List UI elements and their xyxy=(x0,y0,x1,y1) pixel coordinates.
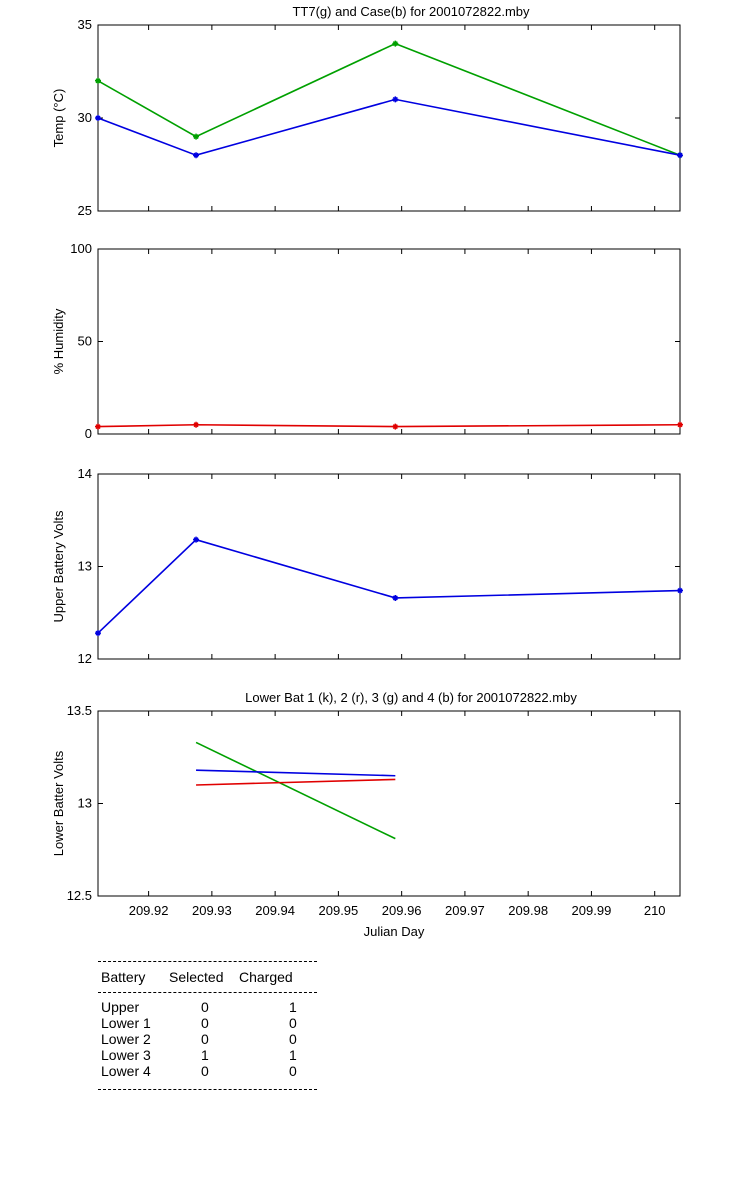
header-charged: Charged xyxy=(239,969,293,985)
series-line xyxy=(195,741,396,840)
y-axis-label: Upper Battery Volts xyxy=(51,510,66,622)
battery-name: Lower 4 xyxy=(101,1063,151,1079)
data-point-marker xyxy=(677,587,683,594)
battery-status-table: Battery Selected Charged Upper 0 1 Lower… xyxy=(98,961,317,1090)
y-tick-label: 14 xyxy=(78,466,92,481)
series-line xyxy=(97,98,681,157)
table-header-divider xyxy=(98,992,317,993)
data-point-marker xyxy=(392,423,399,430)
table-row: Lower 1 0 0 xyxy=(98,1015,317,1031)
y-tick-label: 50 xyxy=(78,334,92,349)
selected-value: 0 xyxy=(201,999,209,1015)
battery-name: Lower 3 xyxy=(101,1047,151,1063)
selected-value: 0 xyxy=(201,1015,209,1031)
data-point-marker xyxy=(193,133,200,140)
x-tick-label: 210 xyxy=(644,903,666,918)
y-tick-label: 13 xyxy=(78,796,92,811)
series-line xyxy=(196,769,396,777)
selected-value: 1 xyxy=(201,1047,209,1063)
y-tick-label: 12.5 xyxy=(67,888,92,903)
table-row: Upper 0 1 xyxy=(98,999,317,1015)
charged-value: 0 xyxy=(289,1063,297,1079)
data-point-marker xyxy=(193,152,200,159)
chart-title: Lower Bat 1 (k), 2 (r), 3 (g) and 4 (b) … xyxy=(245,690,577,705)
selected-value: 0 xyxy=(201,1031,209,1047)
y-tick-label: 100 xyxy=(70,241,92,256)
charged-value: 0 xyxy=(289,1031,297,1047)
charts-figure: 25 30 35 TT7(g) and Case(b) for 2001072822.… xyxy=(51,4,683,939)
data-point-marker xyxy=(95,77,101,84)
series-line xyxy=(97,423,681,428)
data-point-marker xyxy=(95,115,101,121)
series-line xyxy=(97,42,681,156)
table-bottom-divider xyxy=(98,1089,317,1090)
battery-name: Upper xyxy=(101,999,140,1015)
y-tick-label: 25 xyxy=(78,203,92,218)
selected-value: 0 xyxy=(201,1063,209,1079)
table-row: Lower 3 1 1 xyxy=(98,1047,317,1063)
data-point-marker xyxy=(392,40,399,47)
x-tick-label: 209.98 xyxy=(508,903,548,918)
charged-value: 1 xyxy=(289,1047,297,1063)
table-row: Lower 2 0 0 xyxy=(98,1031,317,1047)
table-row: Lower 4 0 0 xyxy=(98,1063,317,1079)
chart-title: TT7(g) and Case(b) for 2001072822.mby xyxy=(292,4,530,19)
charged-value: 0 xyxy=(289,1015,297,1031)
header-selected: Selected xyxy=(169,969,224,985)
data-point-marker xyxy=(193,536,200,543)
battery-name: Lower 2 xyxy=(101,1031,151,1047)
data-point-marker xyxy=(392,96,399,103)
plot-frame xyxy=(97,473,681,660)
y-tick-label: 0 xyxy=(85,426,92,441)
y-tick-label: 13 xyxy=(78,559,92,574)
plot-frame xyxy=(97,24,681,212)
x-tick-label: 209.99 xyxy=(572,903,612,918)
y-axis-label: Lower Batter Volts xyxy=(51,750,66,856)
battery-name: Lower 1 xyxy=(101,1015,151,1031)
data-point-marker xyxy=(193,421,200,428)
x-tick-label: 209.94 xyxy=(255,903,295,918)
y-tick-label: 35 xyxy=(78,17,92,32)
y-tick-label: 13.5 xyxy=(67,703,92,718)
y-tick-label: 30 xyxy=(78,110,92,125)
data-point-marker xyxy=(677,152,683,159)
charged-value: 1 xyxy=(289,999,297,1015)
header-battery: Battery xyxy=(101,969,146,985)
series-line xyxy=(196,778,396,786)
x-axis-label: Julian Day xyxy=(364,924,425,939)
x-tick-label: 209.92 xyxy=(129,903,169,918)
data-point-marker xyxy=(95,423,101,430)
plot-frame xyxy=(97,710,681,897)
plot-frame xyxy=(97,248,681,435)
x-tick-label: 209.96 xyxy=(382,903,422,918)
data-point-marker xyxy=(392,594,399,601)
data-point-marker xyxy=(95,630,101,637)
y-tick-label: 12 xyxy=(78,651,92,666)
table-top-divider xyxy=(98,961,317,962)
x-tick-label: 209.97 xyxy=(445,903,485,918)
table-header-row: Battery Selected Charged xyxy=(98,962,317,992)
series-line xyxy=(97,538,681,634)
data-point-marker xyxy=(677,421,683,428)
x-tick-label: 209.93 xyxy=(192,903,232,918)
y-axis-label: Temp (°C) xyxy=(51,89,66,148)
y-axis-label: % Humidity xyxy=(51,308,66,374)
x-tick-label: 209.95 xyxy=(319,903,359,918)
